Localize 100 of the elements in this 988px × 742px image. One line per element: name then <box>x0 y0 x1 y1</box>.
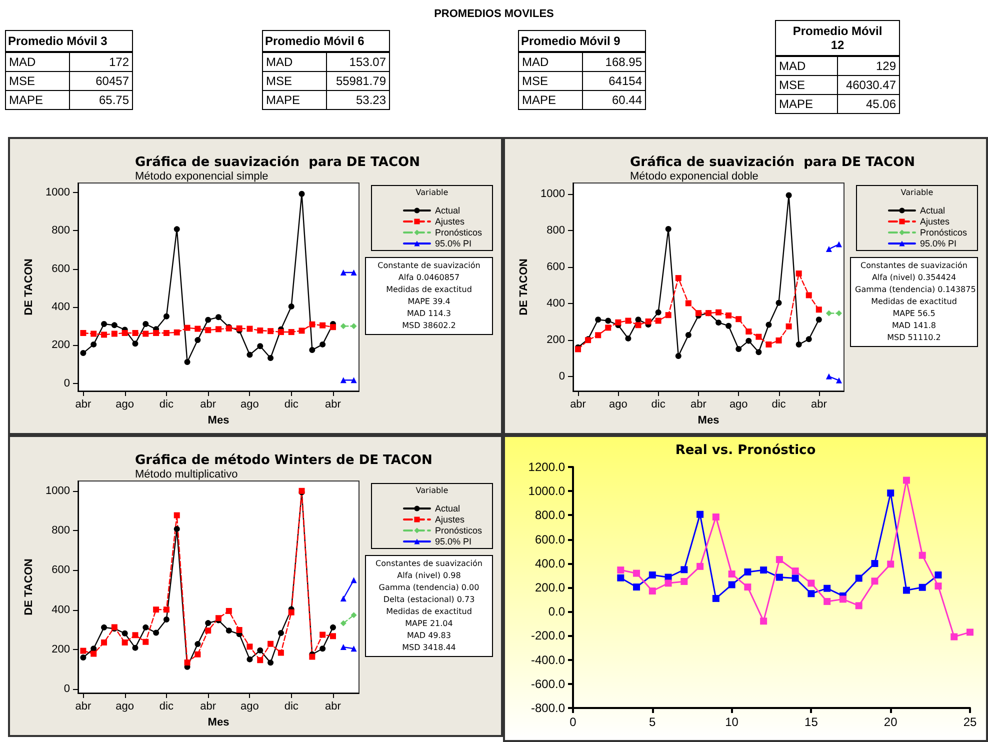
y-tick-label: 600 <box>52 262 70 275</box>
point <box>194 641 201 648</box>
point <box>786 192 792 198</box>
point <box>680 566 688 574</box>
text: MAPE <box>6 90 69 110</box>
point <box>685 332 692 338</box>
point <box>309 346 316 353</box>
y-tick-label: 800 <box>52 524 70 537</box>
text: Constantes de suavización <box>374 558 484 570</box>
point <box>736 346 742 352</box>
text: Constantes de suavización <box>860 260 968 272</box>
point <box>226 628 232 634</box>
point <box>776 337 782 344</box>
point <box>257 328 264 334</box>
point <box>648 587 656 594</box>
point <box>633 584 640 591</box>
point <box>918 552 926 559</box>
x-tick-label: dic <box>284 700 299 712</box>
point <box>633 570 640 577</box>
y-tick-label: 400.0 <box>534 556 566 570</box>
chart-subtitle: Método multiplicativo <box>135 468 238 480</box>
point <box>871 560 878 568</box>
x-tick-label: ago <box>608 398 628 410</box>
y-tick-label: 600 <box>546 260 565 273</box>
text: Alfa 0.0460857 <box>397 272 461 284</box>
text: MSE <box>262 72 326 90</box>
point <box>226 608 232 614</box>
point <box>205 620 212 626</box>
point <box>350 612 357 618</box>
point <box>855 602 862 610</box>
point <box>205 316 212 323</box>
x-tick-label: ago <box>116 398 134 410</box>
point <box>826 310 832 316</box>
x-tick-label: 20 <box>884 715 898 729</box>
point <box>268 328 274 334</box>
y-tick-label: -200.0 <box>530 628 566 643</box>
point <box>236 626 242 633</box>
x-tick-label: abr <box>75 700 92 712</box>
text: MAPE 39.4 <box>406 296 452 308</box>
text: MAPE 56.5 <box>892 308 936 320</box>
y-tick-label: -800.0 <box>530 701 566 715</box>
text: Delta (estacional) 0.73 <box>382 594 476 606</box>
point <box>655 318 662 324</box>
point <box>298 328 305 334</box>
point <box>665 226 672 232</box>
point <box>257 343 264 350</box>
point <box>288 303 294 310</box>
point <box>184 659 190 666</box>
point <box>836 310 842 316</box>
point <box>153 630 160 636</box>
point <box>320 341 326 348</box>
point <box>174 526 180 532</box>
text: Medidas de exactitud <box>870 296 958 308</box>
x-tick-label: dic <box>772 398 786 410</box>
text: 172 <box>69 52 132 72</box>
legend-label: 95.0% PI <box>434 238 472 248</box>
point <box>712 594 720 602</box>
point <box>796 270 802 276</box>
point <box>163 606 170 613</box>
point <box>792 574 799 582</box>
x-tick-label: dic <box>159 700 174 712</box>
text: 64154 <box>582 72 646 90</box>
x-tick-label: dic <box>159 398 174 410</box>
point <box>174 512 180 518</box>
point <box>153 330 160 336</box>
y-axis-title: DE TACON <box>518 258 530 316</box>
y-tick-label: 800 <box>52 224 70 237</box>
text: 46030.47 <box>838 76 900 94</box>
point <box>309 654 316 660</box>
text: PROMEDIOS MOVILES <box>433 7 555 22</box>
legend-title: Variable <box>414 187 450 197</box>
point <box>298 190 305 197</box>
y-axis-title: DE TACON <box>23 258 36 316</box>
y-tick-label: 800 <box>546 224 565 236</box>
point <box>132 330 138 336</box>
text: MAD 49.83 <box>406 630 452 642</box>
point <box>655 309 662 316</box>
y-tick-label: 0 <box>558 370 565 382</box>
text: MAPE <box>518 90 582 110</box>
text: 129 <box>838 56 900 76</box>
point <box>205 327 212 334</box>
text: Medidas de exactitud <box>385 606 473 618</box>
text: MAD <box>6 52 69 72</box>
point <box>320 322 326 328</box>
point <box>839 596 846 603</box>
text: 55981.79 <box>326 72 390 90</box>
text: MSD 38602.2 <box>401 320 457 332</box>
point <box>726 312 732 318</box>
x-tick-label: ago <box>116 700 134 712</box>
point <box>756 349 762 356</box>
point <box>309 321 316 328</box>
point <box>330 633 336 640</box>
point <box>142 638 149 645</box>
point <box>808 580 815 587</box>
point <box>122 639 128 646</box>
point <box>635 316 642 323</box>
point <box>760 618 768 625</box>
point <box>665 312 672 318</box>
text: MAPE <box>262 90 326 110</box>
y-tick-label: 400 <box>52 604 70 616</box>
